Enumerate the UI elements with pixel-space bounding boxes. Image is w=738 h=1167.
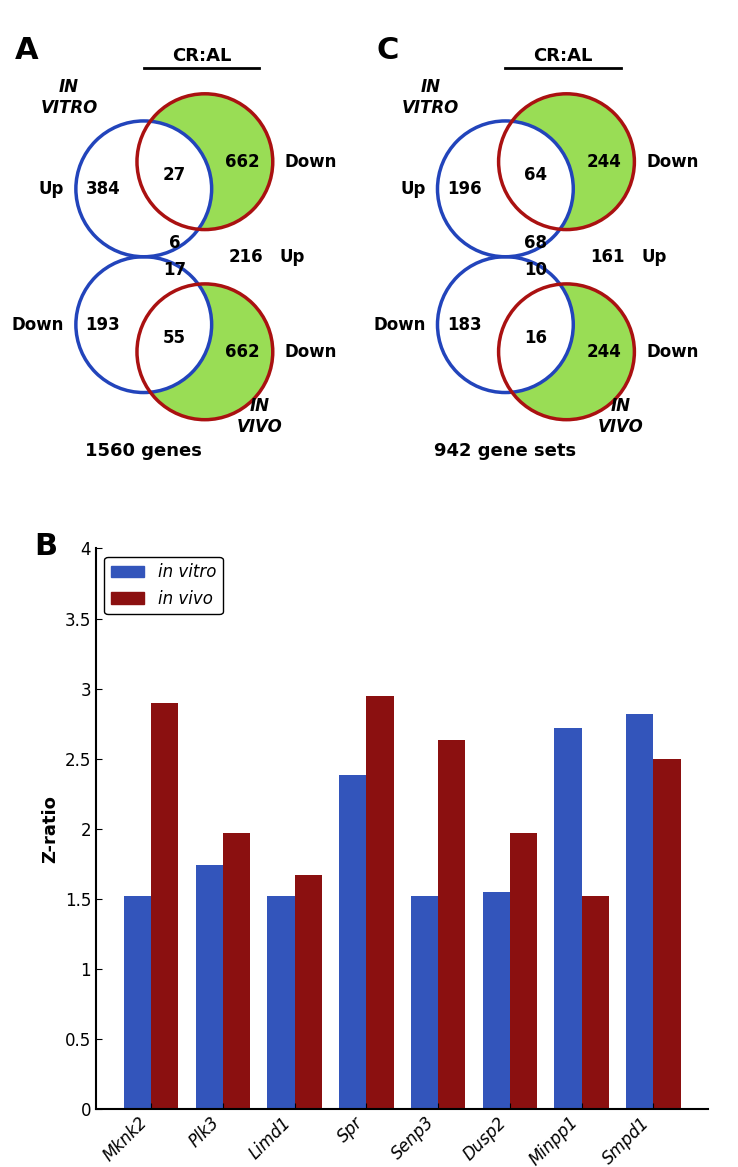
Text: IN
VIVO: IN VIVO	[598, 397, 644, 435]
Text: CR:AL: CR:AL	[172, 48, 231, 65]
Text: 196: 196	[447, 180, 482, 198]
Text: 17: 17	[163, 261, 186, 279]
Text: IN
VIVO: IN VIVO	[236, 397, 282, 435]
Text: 942 gene sets: 942 gene sets	[435, 442, 576, 461]
Polygon shape	[151, 284, 273, 420]
Text: 384: 384	[86, 180, 120, 198]
Polygon shape	[512, 93, 635, 230]
Text: 193: 193	[86, 315, 120, 334]
Text: 244: 244	[587, 343, 621, 361]
Text: Up: Up	[280, 247, 305, 266]
Text: Down: Down	[373, 315, 426, 334]
Bar	[411, 896, 438, 1109]
Text: 662: 662	[225, 343, 260, 361]
Text: 161: 161	[590, 247, 624, 266]
Text: Down: Down	[12, 315, 64, 334]
Bar	[554, 728, 582, 1109]
Polygon shape	[512, 284, 635, 420]
Text: Down: Down	[285, 153, 337, 170]
Text: Down: Down	[646, 153, 699, 170]
Y-axis label: Z-ratio: Z-ratio	[41, 795, 59, 862]
Text: 662: 662	[225, 153, 260, 170]
Text: 64: 64	[525, 166, 548, 184]
Text: B: B	[35, 532, 58, 560]
Bar	[483, 892, 510, 1109]
Text: IN
VITRO: IN VITRO	[41, 78, 97, 117]
Text: C: C	[376, 36, 399, 65]
Text: Up: Up	[400, 180, 426, 198]
Bar	[339, 775, 366, 1109]
Bar	[510, 833, 537, 1109]
Bar	[196, 865, 223, 1109]
Bar	[267, 896, 294, 1109]
Text: CR:AL: CR:AL	[534, 48, 593, 65]
Bar	[151, 703, 179, 1109]
Text: IN
VITRO: IN VITRO	[402, 78, 459, 117]
Text: 1560 genes: 1560 genes	[86, 442, 202, 461]
Bar	[294, 875, 322, 1109]
Bar	[366, 696, 393, 1109]
Polygon shape	[151, 93, 273, 230]
Text: 183: 183	[447, 315, 482, 334]
Text: 55: 55	[163, 329, 186, 348]
Text: 10: 10	[525, 261, 548, 279]
Text: 68: 68	[525, 235, 548, 252]
Text: Up: Up	[641, 247, 666, 266]
Text: 16: 16	[525, 329, 548, 348]
Bar	[124, 896, 151, 1109]
Bar	[582, 896, 609, 1109]
Text: 6: 6	[168, 235, 180, 252]
Text: 244: 244	[587, 153, 621, 170]
Bar	[438, 740, 466, 1109]
Text: 216: 216	[228, 247, 263, 266]
Bar	[626, 714, 653, 1109]
Text: A: A	[15, 36, 38, 65]
Bar	[653, 759, 680, 1109]
Text: Down: Down	[646, 343, 699, 361]
Text: 27: 27	[162, 166, 186, 184]
Text: Down: Down	[285, 343, 337, 361]
Bar	[223, 833, 250, 1109]
Text: Up: Up	[38, 180, 64, 198]
Legend: in vitro, in vivo: in vitro, in vivo	[104, 557, 223, 615]
